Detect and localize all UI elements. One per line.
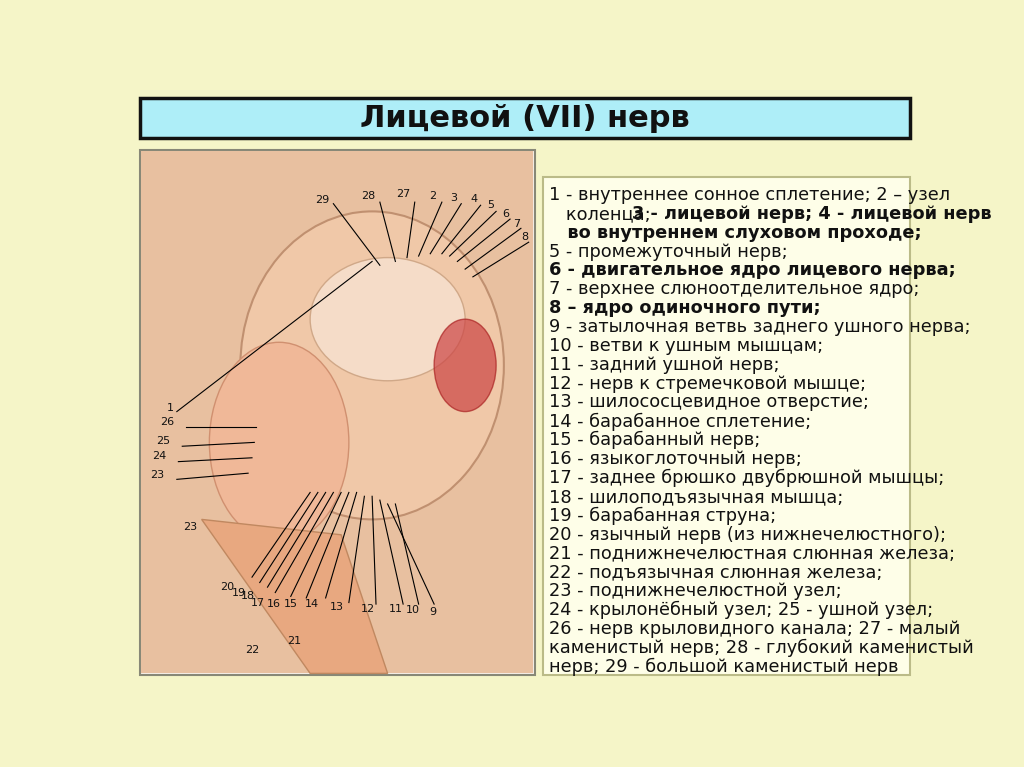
Text: 15: 15	[284, 599, 298, 609]
Text: 28: 28	[361, 191, 376, 201]
Text: 21: 21	[288, 636, 302, 646]
Bar	[139, 150, 535, 675]
Text: 11 - задний ушной нерв;: 11 - задний ушной нерв;	[549, 356, 779, 374]
Ellipse shape	[209, 342, 349, 542]
Text: Лицевой (VII) нерв: Лицевой (VII) нерв	[359, 104, 690, 133]
Text: 6 - двигательное ядро лицевого нерва;: 6 - двигательное ядро лицевого нерва;	[549, 262, 955, 279]
Text: 23 - поднижнечелюстной узел;: 23 - поднижнечелюстной узел;	[549, 582, 842, 600]
Text: 19 - барабанная струна;: 19 - барабанная струна;	[549, 507, 776, 525]
Text: 3 - лицевой нерв; 4 - лицевой нерв: 3 - лицевой нерв; 4 - лицевой нерв	[632, 205, 991, 223]
Text: 8 – ядро одиночного пути;: 8 – ядро одиночного пути;	[549, 299, 820, 318]
Text: 16: 16	[266, 599, 281, 609]
Text: коленца;: коленца;	[549, 205, 656, 223]
Text: каменистый нерв; 28 - глубокий каменистый: каменистый нерв; 28 - глубокий каменисты…	[549, 639, 974, 657]
Ellipse shape	[310, 258, 465, 380]
Text: 21 - поднижнечелюстная слюнная железа;: 21 - поднижнечелюстная слюнная железа;	[549, 545, 955, 562]
Text: 8: 8	[521, 232, 528, 242]
Text: 10 - ветви к ушным мышцам;: 10 - ветви к ушным мышцам;	[549, 337, 823, 355]
Text: 18: 18	[241, 591, 255, 601]
Text: 1 - внутреннее сонное сплетение; 2 – узел: 1 - внутреннее сонное сплетение; 2 – узе…	[549, 186, 950, 204]
Bar	[139, 98, 910, 138]
Ellipse shape	[434, 319, 496, 412]
Ellipse shape	[241, 212, 504, 519]
Text: 12: 12	[361, 604, 376, 614]
Text: 9: 9	[429, 607, 436, 617]
Text: 14: 14	[304, 599, 318, 609]
Text: 19: 19	[231, 588, 246, 597]
Text: 17: 17	[250, 597, 264, 607]
Text: 29: 29	[314, 195, 329, 205]
Text: 18 - шилоподъязычная мышца;: 18 - шилоподъязычная мышца;	[549, 488, 843, 505]
Text: 11: 11	[388, 604, 402, 614]
Text: 14 - барабанное сплетение;: 14 - барабанное сплетение;	[549, 413, 811, 430]
Polygon shape	[202, 519, 388, 673]
Text: 7 - верхнее слюноотделительное ядро;: 7 - верхнее слюноотделительное ядро;	[549, 280, 920, 298]
Text: 4: 4	[471, 194, 478, 204]
Text: 20: 20	[220, 582, 234, 592]
Text: 12 - нерв к стремечковой мышце;: 12 - нерв к стремечковой мышце;	[549, 374, 866, 393]
Bar	[543, 176, 910, 675]
Text: 3: 3	[450, 193, 457, 202]
Text: 25: 25	[156, 436, 170, 446]
Text: во внутреннем слуховом проходе;: во внутреннем слуховом проходе;	[549, 224, 922, 242]
Text: 15 - барабанный нерв;: 15 - барабанный нерв;	[549, 431, 760, 449]
Text: 24 - крылонёбный узел; 25 - ушной узел;: 24 - крылонёбный узел; 25 - ушной узел;	[549, 601, 933, 619]
Text: нерв; 29 - большой каменистый нерв: нерв; 29 - большой каменистый нерв	[549, 657, 898, 676]
Text: 27: 27	[396, 189, 411, 199]
Text: 20 - язычный нерв (из нижнечелюстного);: 20 - язычный нерв (из нижнечелюстного);	[549, 525, 946, 544]
Text: 1: 1	[167, 403, 174, 413]
Text: 22 - подъязычная слюнная железа;: 22 - подъязычная слюнная железа;	[549, 563, 883, 581]
Text: 26 - нерв крыловидного канала; 27 - малый: 26 - нерв крыловидного канала; 27 - малы…	[549, 620, 961, 638]
Text: 6: 6	[502, 209, 509, 219]
Text: 16 - языкоглоточный нерв;: 16 - языкоглоточный нерв;	[549, 450, 802, 468]
Text: 26: 26	[160, 417, 174, 427]
Text: 10: 10	[406, 605, 420, 615]
Text: 23: 23	[183, 522, 197, 532]
Text: 5: 5	[487, 200, 495, 210]
Text: 2: 2	[429, 191, 436, 201]
Text: 24: 24	[152, 451, 166, 461]
Bar	[141, 151, 534, 673]
Text: 13: 13	[331, 602, 344, 612]
Text: 5 - промежуточный нерв;: 5 - промежуточный нерв;	[549, 242, 787, 261]
Text: 22: 22	[245, 645, 259, 655]
Text: 23: 23	[151, 469, 165, 479]
Text: 13 - шилососцевидное отверстие;: 13 - шилососцевидное отверстие;	[549, 393, 868, 411]
Text: 17 - заднее брюшко двубрюшной мышцы;: 17 - заднее брюшко двубрюшной мышцы;	[549, 469, 944, 487]
Text: 7: 7	[513, 219, 520, 229]
Text: 9 - затылочная ветвь заднего ушного нерва;: 9 - затылочная ветвь заднего ушного нерв…	[549, 318, 971, 336]
